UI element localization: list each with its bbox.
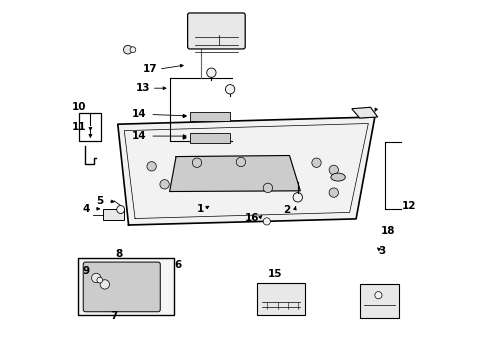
Text: 18: 18 bbox=[381, 226, 395, 236]
Circle shape bbox=[117, 206, 124, 213]
Circle shape bbox=[263, 218, 270, 225]
Text: 11: 11 bbox=[71, 122, 86, 132]
Circle shape bbox=[311, 158, 321, 167]
Text: 12: 12 bbox=[401, 201, 416, 211]
Text: 10: 10 bbox=[71, 102, 86, 112]
Circle shape bbox=[100, 280, 109, 289]
Bar bbox=[257, 283, 304, 315]
Polygon shape bbox=[351, 107, 377, 118]
Bar bbox=[189, 133, 230, 143]
Circle shape bbox=[123, 45, 132, 54]
Text: 14: 14 bbox=[132, 131, 146, 141]
Text: 17: 17 bbox=[142, 64, 157, 74]
Circle shape bbox=[160, 180, 169, 189]
Text: 8: 8 bbox=[115, 249, 122, 259]
Circle shape bbox=[374, 292, 381, 299]
Text: 13: 13 bbox=[135, 83, 150, 93]
Polygon shape bbox=[169, 156, 300, 192]
Bar bbox=[79, 113, 101, 141]
Polygon shape bbox=[118, 117, 374, 225]
Circle shape bbox=[91, 273, 101, 283]
Text: 16: 16 bbox=[244, 213, 259, 223]
Text: 4: 4 bbox=[82, 204, 89, 214]
Circle shape bbox=[292, 193, 302, 202]
FancyBboxPatch shape bbox=[187, 13, 244, 49]
FancyBboxPatch shape bbox=[83, 262, 160, 312]
Circle shape bbox=[206, 68, 216, 77]
Text: 3: 3 bbox=[378, 246, 385, 256]
Bar bbox=[78, 258, 173, 315]
Bar bbox=[103, 209, 124, 220]
Circle shape bbox=[263, 183, 272, 193]
Bar bbox=[189, 112, 230, 121]
Circle shape bbox=[192, 158, 201, 167]
Circle shape bbox=[97, 277, 102, 283]
Text: 15: 15 bbox=[267, 269, 282, 279]
Text: 1: 1 bbox=[197, 204, 204, 214]
Circle shape bbox=[328, 188, 338, 197]
Circle shape bbox=[236, 157, 245, 167]
Text: 5: 5 bbox=[96, 196, 103, 206]
Ellipse shape bbox=[330, 173, 345, 181]
Circle shape bbox=[225, 85, 234, 94]
Text: 2: 2 bbox=[283, 204, 290, 215]
Text: 6: 6 bbox=[174, 260, 181, 270]
Text: 14: 14 bbox=[132, 109, 146, 120]
Circle shape bbox=[328, 165, 338, 175]
Circle shape bbox=[130, 47, 136, 53]
Text: 9: 9 bbox=[82, 266, 89, 276]
Circle shape bbox=[146, 162, 156, 171]
Bar bbox=[360, 284, 399, 318]
Text: 7: 7 bbox=[110, 311, 118, 321]
